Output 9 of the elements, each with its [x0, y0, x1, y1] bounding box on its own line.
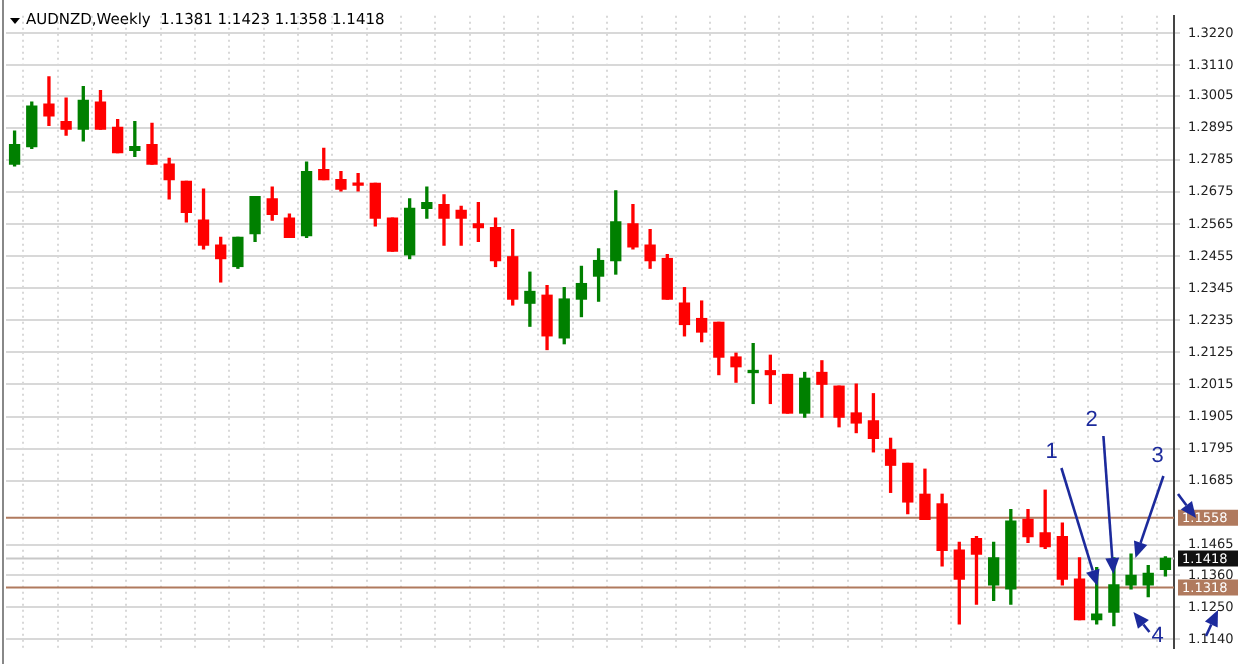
candlestick — [816, 360, 828, 418]
candlestick — [43, 76, 55, 127]
candlestick — [60, 97, 72, 136]
candlestick — [524, 271, 536, 327]
candlestick — [352, 173, 364, 192]
annotation: 1 — [1045, 440, 1058, 464]
annotation: 3 — [1151, 444, 1164, 468]
annotation: 4 — [1151, 624, 1164, 648]
annotation: 2 — [1085, 408, 1098, 432]
